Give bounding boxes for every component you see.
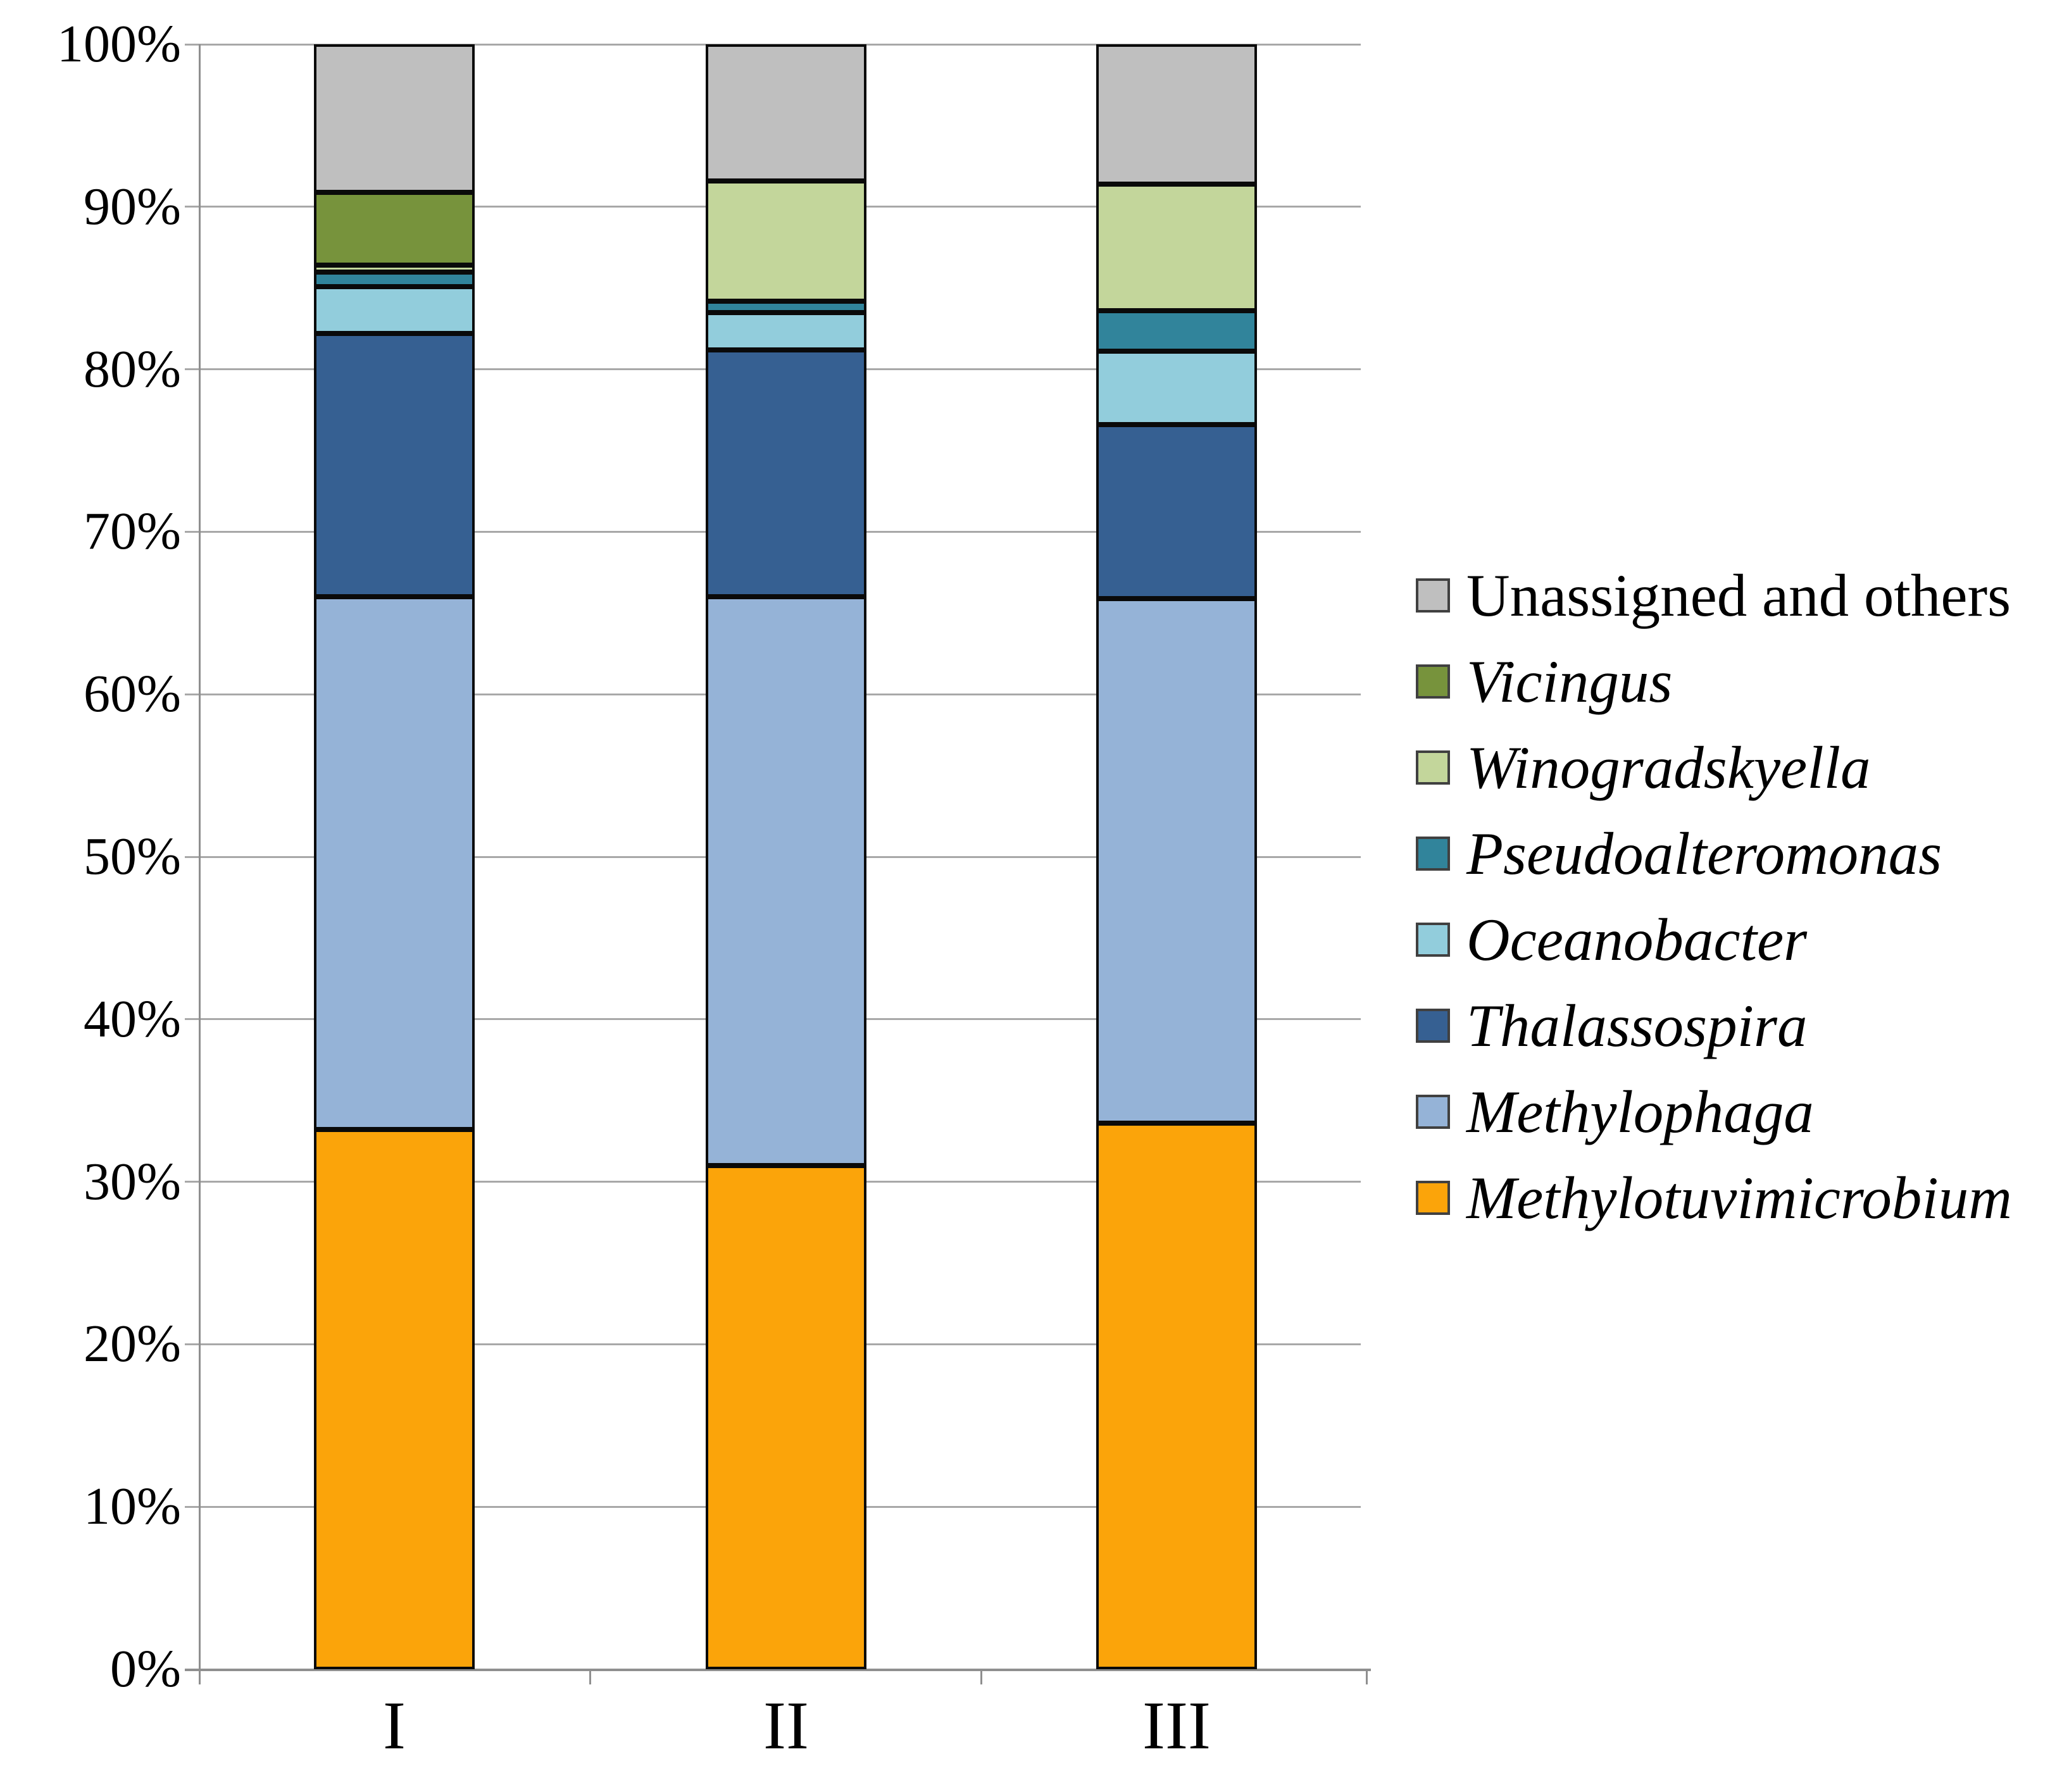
- legend-label: Methylotuvimicrobium: [1466, 1164, 2012, 1231]
- legend-label: Unassigned and others: [1466, 562, 2011, 629]
- bar-II-segment-pseudoalteromonas: [706, 301, 866, 313]
- y-axis-tick-label: 90%: [84, 177, 181, 236]
- bar-III-segment-pseudoalteromonas: [1096, 311, 1257, 352]
- y-axis-tick-label: 0%: [110, 1640, 181, 1698]
- legend-item-oceanobacter: Oceanobacter: [1416, 897, 2012, 983]
- legend-item-unassigned-and-others: Unassigned and others: [1416, 552, 2012, 638]
- legend-item-winogradskyella: Winogradskyella: [1416, 725, 2012, 811]
- bar-I-segment-vicingus: [314, 192, 475, 266]
- bar-III-segment-methylophaga: [1096, 598, 1257, 1124]
- y-axis-tick-label: 70%: [84, 502, 181, 561]
- legend-item-methylophaga: Methylophaga: [1416, 1069, 2012, 1155]
- legend-swatch: [1416, 1095, 1450, 1129]
- bar-II: [706, 44, 866, 1669]
- bar-II-segment-methylotuvimicrobium: [706, 1165, 866, 1669]
- legend-label: Thalassospira: [1466, 992, 1808, 1059]
- bar-I-segment-pseudoalteromonas: [314, 271, 475, 287]
- gridline-100%: [185, 43, 1361, 46]
- bar-I-segment-unassigned-and-others: [314, 44, 475, 192]
- x-axis-tick: [980, 1669, 982, 1684]
- y-axis-tick-label: 20%: [84, 1314, 181, 1374]
- y-axis-tick-label: 40%: [84, 989, 181, 1048]
- legend-label: Pseudoalteromonas: [1466, 820, 1942, 887]
- bar-I-segment-winogradskyella: [314, 265, 475, 272]
- legend-swatch: [1416, 578, 1450, 613]
- chart-legend: Unassigned and others Vicingus Winogradsky…: [1416, 552, 2012, 1241]
- legend-swatch: [1416, 750, 1450, 785]
- x-axis-label-I: I: [383, 1688, 406, 1764]
- x-axis-label-III: III: [1142, 1688, 1211, 1764]
- legend-label: Vicingus: [1466, 648, 1673, 715]
- legend-item-methylotuvimicrobium: Methylotuvimicrobium: [1416, 1155, 2012, 1241]
- bar-III: [1096, 44, 1257, 1669]
- legend-item-pseudoalteromonas: Pseudoalteromonas: [1416, 811, 2012, 897]
- x-axis-tick: [1366, 1669, 1368, 1684]
- bar-I-segment-methylophaga: [314, 597, 475, 1130]
- legend-label: Winogradskyella: [1466, 734, 1871, 801]
- legend-item-thalassospira: Thalassospira: [1416, 983, 2012, 1069]
- bar-I: [314, 44, 475, 1669]
- bar-III-segment-thalassospira: [1096, 424, 1257, 599]
- bar-III-segment-oceanobacter: [1096, 351, 1257, 425]
- bar-II-segment-thalassospira: [706, 349, 866, 597]
- bar-II-segment-oceanobacter: [706, 312, 866, 350]
- y-axis-tick-label: 50%: [84, 827, 181, 886]
- bar-II-segment-winogradskyella: [706, 180, 866, 301]
- legend-label: Oceanobacter: [1466, 906, 1808, 973]
- legend-swatch: [1416, 837, 1450, 871]
- legend-swatch: [1416, 664, 1450, 699]
- legend-swatch: [1416, 923, 1450, 957]
- y-axis-tick-label: 10%: [84, 1477, 181, 1536]
- y-axis-tick-label: 100%: [57, 15, 181, 73]
- y-axis-tick-label: 60%: [84, 664, 181, 724]
- legend-label: Methylophaga: [1466, 1078, 1814, 1145]
- bar-I-segment-methylotuvimicrobium: [314, 1129, 475, 1669]
- legend-swatch: [1416, 1009, 1450, 1043]
- bar-III-segment-unassigned-and-others: [1096, 44, 1257, 184]
- x-axis-label-II: II: [763, 1688, 809, 1764]
- bar-I-segment-oceanobacter: [314, 286, 475, 334]
- legend-swatch: [1416, 1181, 1450, 1215]
- y-axis-line: [199, 44, 201, 1684]
- gridline-0%: [185, 1668, 1371, 1671]
- bar-I-segment-thalassospira: [314, 333, 475, 597]
- x-axis-tick: [589, 1669, 591, 1684]
- y-axis-tick-label: 30%: [84, 1152, 181, 1211]
- bar-II-segment-methylophaga: [706, 597, 866, 1166]
- legend-item-vicingus: Vicingus: [1416, 638, 2012, 725]
- bar-III-segment-methylotuvimicrobium: [1096, 1123, 1257, 1669]
- bar-III-segment-winogradskyella: [1096, 184, 1257, 311]
- y-axis-tick-label: 80%: [84, 339, 181, 399]
- bar-II-segment-unassigned-and-others: [706, 44, 866, 181]
